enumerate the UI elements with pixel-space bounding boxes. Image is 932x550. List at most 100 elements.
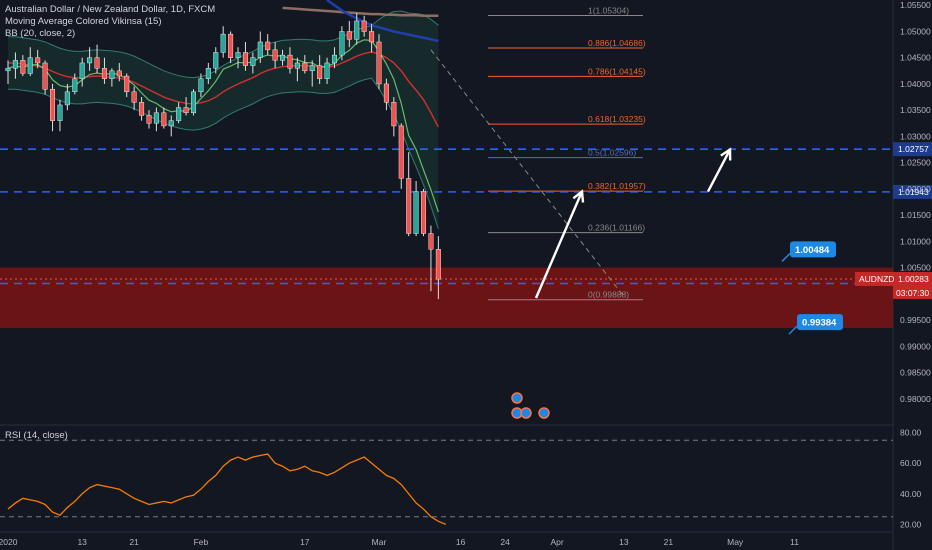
- price-tick-label: 1.04500: [900, 53, 931, 63]
- date-tick-label: Apr: [550, 537, 563, 547]
- candle-body: [116, 70, 122, 77]
- date-tick-label: 17: [300, 537, 310, 547]
- date-tick-label: 13: [77, 537, 87, 547]
- candle-body: [72, 78, 78, 93]
- fib-trend-line: [430, 49, 625, 297]
- candle-body: [354, 20, 360, 40]
- price-tick-label: 1.05000: [900, 26, 931, 36]
- candle-body: [161, 112, 167, 127]
- rsi-tick-label: 60.00: [900, 458, 922, 468]
- fib-level-label: 0.5(1.02596): [588, 148, 636, 158]
- candle-body: [139, 102, 145, 116]
- candle-body: [435, 249, 441, 280]
- fib-level-label: 0.786(1.04145): [588, 66, 646, 76]
- candle-body: [176, 107, 182, 121]
- countdown-value: 03:07:30: [896, 288, 929, 298]
- candle-body: [346, 31, 352, 40]
- rsi-tick-label: 20.00: [900, 519, 922, 529]
- price-tick-label: 1.02000: [900, 184, 931, 194]
- rsi-tick-label: 80.00: [900, 428, 922, 438]
- candle-body: [421, 191, 427, 234]
- date-tick-label: Mar: [372, 537, 387, 547]
- chart-legend: Australian Dollar / New Zealand Dollar, …: [5, 4, 215, 40]
- projection-arrow-continue-head: [720, 147, 732, 161]
- price-tick-label: 1.05500: [900, 0, 931, 10]
- candle-body: [124, 75, 130, 93]
- candle-body: [272, 49, 278, 61]
- price-tick-label: 0.99000: [900, 341, 931, 351]
- candle-body: [265, 41, 271, 51]
- date-tick-label: May: [727, 537, 744, 547]
- candle-body: [12, 60, 18, 69]
- date-tick-label: 2020: [0, 537, 18, 547]
- candle-body: [369, 31, 375, 43]
- ma-blue-line: [326, 0, 439, 43]
- candle-body: [64, 91, 70, 106]
- candle-body: [235, 52, 241, 58]
- rsi-tick-label: 40.00: [900, 489, 922, 499]
- candle-body: [428, 233, 434, 250]
- price-tick-label: 1.03000: [900, 131, 931, 141]
- key-level-value: 1.02757: [898, 144, 929, 154]
- candle-body: [376, 41, 382, 85]
- fib-level-label: 0.618(1.03235): [588, 114, 646, 124]
- economic-event-icon: [520, 407, 532, 419]
- callout-box: [790, 241, 836, 258]
- candle-body: [183, 107, 189, 114]
- candle-body: [79, 62, 85, 79]
- callout-pointer: [781, 252, 791, 262]
- callout-value: 1.00484: [795, 245, 830, 256]
- candle-body: [168, 120, 174, 127]
- candle-body: [331, 54, 337, 64]
- price-tick-label: 1.01500: [900, 210, 931, 220]
- date-tick-label: 24: [500, 537, 510, 547]
- countdown-tag: [893, 285, 932, 299]
- candle-body: [324, 62, 330, 79]
- candle-body: [50, 88, 56, 121]
- candle-body: [20, 60, 26, 74]
- candle-body: [87, 57, 93, 64]
- price-tick-label: 0.99500: [900, 315, 931, 325]
- date-tick-label: 13: [619, 537, 629, 547]
- date-tick-label: 11: [790, 537, 799, 547]
- price-tick-label: 1.03500: [900, 105, 931, 115]
- ma-fast-line: [7, 39, 439, 213]
- candle-body: [94, 57, 100, 69]
- ma-legend: Moving Average Colored Vikinsa (15): [5, 16, 162, 27]
- fib-level-label: 0.236(1.01166): [588, 223, 645, 233]
- price-tick-label: 1.01000: [900, 236, 931, 246]
- candle-body: [228, 33, 234, 58]
- candle-body: [5, 68, 11, 72]
- economic-event-icon: [511, 392, 523, 404]
- candle-body: [220, 33, 226, 53]
- date-tick-label: 21: [129, 537, 139, 547]
- callout-box: [797, 314, 843, 331]
- candle-body: [257, 41, 263, 58]
- price-tick-label: 1.04000: [900, 79, 931, 89]
- date-tick-label: Feb: [194, 537, 209, 547]
- fib-level-label: 0.382(1.01957): [588, 181, 646, 191]
- candle-body: [109, 70, 115, 79]
- candle-body: [280, 54, 286, 61]
- candle-body: [131, 91, 137, 103]
- candle-body: [361, 20, 367, 32]
- candle-body: [27, 57, 33, 74]
- candle-body: [413, 191, 419, 234]
- date-tick-label: 21: [664, 537, 674, 547]
- price-tick-label: 0.98000: [900, 394, 931, 404]
- projection-arrow-up-head: [572, 189, 585, 203]
- candle-body: [205, 68, 211, 79]
- symbol-title: Australian Dollar / New Zealand Dollar, …: [5, 4, 216, 15]
- candle-body: [398, 125, 404, 179]
- candle-body: [101, 68, 107, 79]
- candle-body: [383, 83, 389, 103]
- fib-level-label: 1(1.05304): [588, 6, 629, 16]
- candle-body: [287, 54, 293, 69]
- candle-body: [302, 62, 308, 72]
- projection-arrow-continue: [706, 148, 732, 193]
- candle-body: [35, 57, 41, 64]
- current-price-value: 1.00283: [898, 274, 929, 284]
- price-tick-label: 1.00500: [900, 263, 931, 273]
- candle-body: [242, 52, 248, 66]
